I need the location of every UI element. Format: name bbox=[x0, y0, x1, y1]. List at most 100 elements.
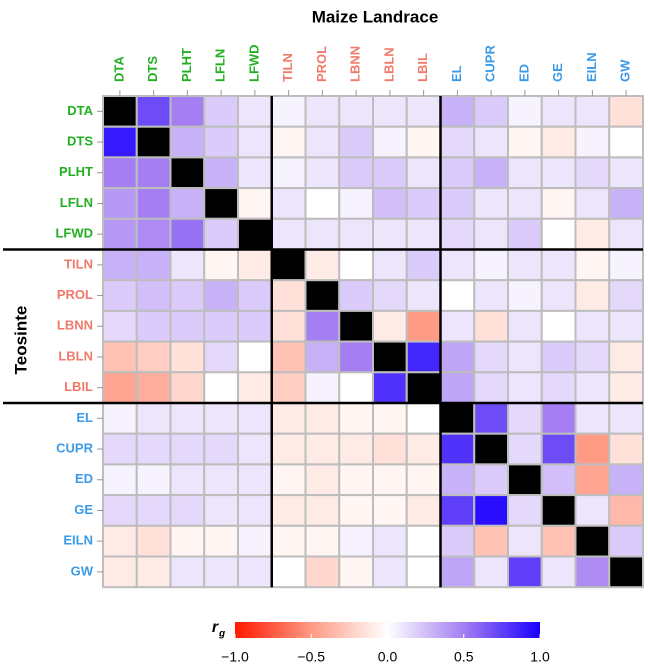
x-tick-label: LFWD bbox=[246, 44, 261, 82]
y-tick-label: DTA bbox=[67, 103, 93, 118]
cell bbox=[405, 187, 442, 220]
cell bbox=[507, 95, 543, 128]
x-tick-label: PLHT bbox=[179, 48, 194, 82]
cell bbox=[540, 125, 577, 159]
cell bbox=[237, 402, 273, 435]
cell bbox=[270, 524, 307, 558]
x-tick-label: LBNN bbox=[348, 46, 363, 82]
cell bbox=[540, 402, 577, 435]
cell bbox=[270, 340, 307, 374]
colorbar-tick-label: −1.0 bbox=[221, 649, 249, 665]
cell bbox=[608, 156, 644, 190]
y-tick-label: ED bbox=[75, 471, 93, 486]
cell bbox=[338, 248, 374, 282]
cell bbox=[102, 309, 138, 343]
cell bbox=[540, 463, 577, 497]
cell bbox=[405, 555, 442, 589]
cell bbox=[304, 463, 341, 497]
cell bbox=[338, 463, 374, 497]
cell bbox=[608, 402, 644, 435]
cell bbox=[540, 279, 577, 312]
cell bbox=[169, 217, 206, 251]
cell bbox=[304, 125, 341, 159]
cell bbox=[270, 187, 307, 220]
cell bbox=[237, 463, 273, 497]
cell bbox=[372, 524, 408, 558]
colorbar-label: r bbox=[212, 619, 219, 636]
cell bbox=[507, 309, 543, 343]
cell bbox=[102, 402, 138, 435]
cell bbox=[372, 309, 408, 343]
cell bbox=[203, 524, 239, 558]
cell bbox=[372, 371, 408, 404]
cell bbox=[102, 524, 138, 558]
cell bbox=[608, 125, 644, 159]
cell bbox=[439, 463, 476, 497]
y-tick-label: PROL bbox=[57, 287, 93, 302]
cell bbox=[304, 524, 341, 558]
cell bbox=[405, 217, 442, 251]
y-tick-label: DTS bbox=[67, 133, 93, 148]
cell bbox=[135, 402, 172, 435]
cell bbox=[574, 432, 611, 466]
cell bbox=[507, 402, 543, 435]
cell bbox=[135, 524, 172, 558]
cell bbox=[237, 371, 273, 404]
diagonal-cell bbox=[237, 217, 273, 251]
cell bbox=[507, 217, 543, 251]
cell bbox=[237, 340, 273, 374]
cell bbox=[473, 309, 509, 343]
cell bbox=[507, 125, 543, 159]
cell bbox=[405, 95, 442, 128]
cell bbox=[405, 463, 442, 497]
cell bbox=[338, 279, 374, 312]
cell bbox=[473, 217, 509, 251]
diagonal-cell bbox=[372, 340, 408, 374]
cell bbox=[540, 432, 577, 466]
cell bbox=[439, 371, 476, 404]
cell bbox=[405, 309, 442, 343]
cell bbox=[507, 156, 543, 190]
cell bbox=[135, 494, 172, 527]
cell bbox=[372, 125, 408, 159]
y-axis-label: Teosinte bbox=[11, 306, 30, 375]
cell bbox=[203, 156, 239, 190]
x-tick-label: LBIL bbox=[415, 53, 430, 82]
cell bbox=[237, 248, 273, 282]
cell bbox=[439, 217, 476, 251]
cell bbox=[439, 494, 476, 527]
cell bbox=[507, 494, 543, 527]
cell bbox=[608, 217, 644, 251]
cell bbox=[405, 340, 442, 374]
cell bbox=[135, 555, 172, 589]
cell bbox=[304, 187, 341, 220]
cell bbox=[574, 494, 611, 527]
cell bbox=[439, 309, 476, 343]
cell bbox=[169, 494, 206, 527]
cell bbox=[405, 125, 442, 159]
cell bbox=[540, 371, 577, 404]
cell bbox=[102, 248, 138, 282]
cell bbox=[203, 340, 239, 374]
diagonal-cell bbox=[203, 187, 239, 220]
cell bbox=[372, 248, 408, 282]
x-tick-label: EL bbox=[449, 65, 464, 82]
cell bbox=[270, 494, 307, 527]
cell bbox=[507, 555, 543, 589]
cell bbox=[473, 248, 509, 282]
cell bbox=[270, 156, 307, 190]
cell bbox=[473, 402, 509, 435]
cell bbox=[574, 371, 611, 404]
cell bbox=[203, 555, 239, 589]
colorbar-tick-label: 0.5 bbox=[454, 649, 474, 665]
cell bbox=[203, 463, 239, 497]
cell bbox=[507, 524, 543, 558]
cell bbox=[135, 432, 172, 466]
cell bbox=[338, 125, 374, 159]
cell bbox=[473, 279, 509, 312]
cell bbox=[237, 494, 273, 527]
cell bbox=[608, 95, 644, 128]
cell bbox=[574, 248, 611, 282]
x-tick-label: EILN bbox=[584, 52, 599, 82]
cell bbox=[237, 95, 273, 128]
